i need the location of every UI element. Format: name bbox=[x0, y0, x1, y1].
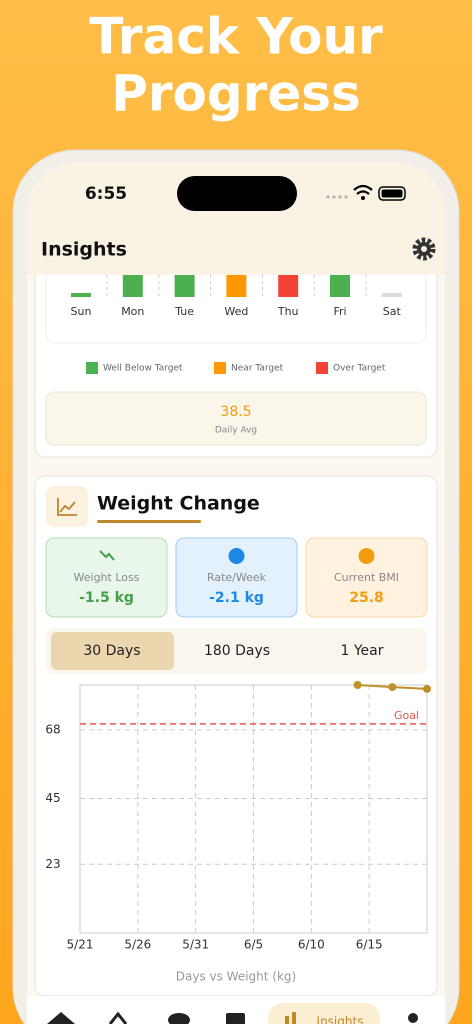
stat-box bbox=[175, 537, 298, 618]
day-label: Mon bbox=[121, 305, 144, 318]
tab-selected[interactable] bbox=[51, 632, 174, 670]
data-point bbox=[388, 683, 397, 692]
day-bar bbox=[174, 275, 195, 297]
nav-insights-label: Insights bbox=[317, 1015, 364, 1025]
tab[interactable]: 30 Days bbox=[83, 643, 140, 659]
stat-icon bbox=[358, 548, 375, 564]
nav-profile[interactable] bbox=[408, 1013, 418, 1023]
stat-value: 25.8 bbox=[349, 590, 384, 606]
status-time: 6:55 bbox=[85, 184, 127, 204]
data-point bbox=[353, 681, 362, 689]
goal-label: Goal bbox=[394, 709, 419, 722]
stat-label: Rate/Week bbox=[207, 571, 267, 584]
x-axis-label: Days vs Weight (kg) bbox=[176, 970, 296, 984]
nav-home[interactable] bbox=[47, 1012, 75, 1024]
y-tick-label: 23 bbox=[45, 857, 60, 871]
legend-swatch bbox=[316, 362, 328, 374]
x-tick-label: 5/31 bbox=[182, 938, 209, 952]
day-bar bbox=[330, 275, 350, 297]
stat-label: Weight Loss bbox=[74, 571, 140, 584]
y-tick-label: 45 bbox=[45, 791, 60, 805]
stat-label: Current BMI bbox=[334, 571, 399, 584]
tabs: 30 Days 180 Days 1 Year bbox=[51, 632, 384, 670]
nav-insights-icon bbox=[285, 1016, 289, 1026]
app-bar-edge bbox=[27, 262, 445, 275]
legend-label: Near Target bbox=[231, 364, 284, 374]
x-tick-label: 6/15 bbox=[356, 938, 383, 952]
daily-avg-box bbox=[45, 391, 427, 446]
status-icons bbox=[326, 184, 406, 201]
day-bar bbox=[122, 275, 143, 297]
headline: Track Your bbox=[89, 8, 383, 66]
chart-icon bbox=[57, 498, 77, 516]
daily-avg-value: 38.5 bbox=[220, 404, 251, 420]
stats: Weight Loss -1.5 kg Rate/Week -2.1 kg Curren… bbox=[45, 537, 428, 618]
weekly-bars: Sun Mon Tue Wed Thu Fri Sat bbox=[71, 275, 402, 318]
stat-icon bbox=[99, 550, 115, 561]
weight-card-title: Weight Change bbox=[97, 493, 260, 515]
x-tick-label: 6/10 bbox=[298, 938, 325, 952]
headline: Progress bbox=[111, 65, 361, 123]
day-label: Thu bbox=[277, 305, 299, 318]
dynamic-island bbox=[177, 176, 297, 211]
x-tick-label: 6/5 bbox=[244, 938, 263, 952]
day-label: Sun bbox=[71, 305, 92, 318]
nav-insights-icon bbox=[292, 1012, 296, 1026]
app-title: Insights bbox=[41, 239, 127, 261]
y-tick-label: 68 bbox=[45, 722, 60, 736]
day-label: Sat bbox=[383, 305, 402, 318]
weight-chart: 5/21 5/26 5/31 6/5 6/10 6/15 23 45 68 Goal Days vs… bbox=[45, 681, 431, 984]
stat-value: -1.5 kg bbox=[79, 590, 134, 606]
legend: Well Below Target Near Target Over Target bbox=[86, 362, 386, 374]
nav-insights[interactable] bbox=[268, 1003, 380, 1028]
nav-calendar[interactable] bbox=[226, 1013, 245, 1027]
legend-label: Over Target bbox=[333, 364, 386, 374]
x-tick-label: 5/26 bbox=[124, 938, 151, 952]
settings-icon[interactable] bbox=[412, 237, 436, 261]
legend-swatch bbox=[214, 362, 226, 374]
stat-box bbox=[45, 537, 168, 618]
nav-food[interactable] bbox=[108, 1011, 128, 1025]
x-tick-label: 5/21 bbox=[67, 938, 94, 952]
day-bar bbox=[278, 275, 299, 297]
legend-label: Well Below Target bbox=[103, 364, 183, 374]
legend-swatch bbox=[86, 362, 98, 374]
stat-value: -2.1 kg bbox=[209, 590, 264, 606]
stat-icon bbox=[228, 548, 245, 564]
day-label: Fri bbox=[333, 305, 346, 318]
day-bar bbox=[71, 293, 91, 297]
title-underline bbox=[97, 520, 201, 523]
day-bar bbox=[226, 275, 247, 297]
daily-avg-label: Daily Avg bbox=[215, 426, 257, 436]
day-label: Wed bbox=[224, 305, 248, 318]
stat-box bbox=[305, 537, 428, 618]
tab[interactable]: 1 Year bbox=[341, 643, 384, 659]
tab[interactable]: 180 Days bbox=[204, 643, 270, 659]
day-label: Tue bbox=[174, 305, 194, 318]
data-point bbox=[423, 684, 431, 693]
day-bar bbox=[381, 293, 402, 297]
